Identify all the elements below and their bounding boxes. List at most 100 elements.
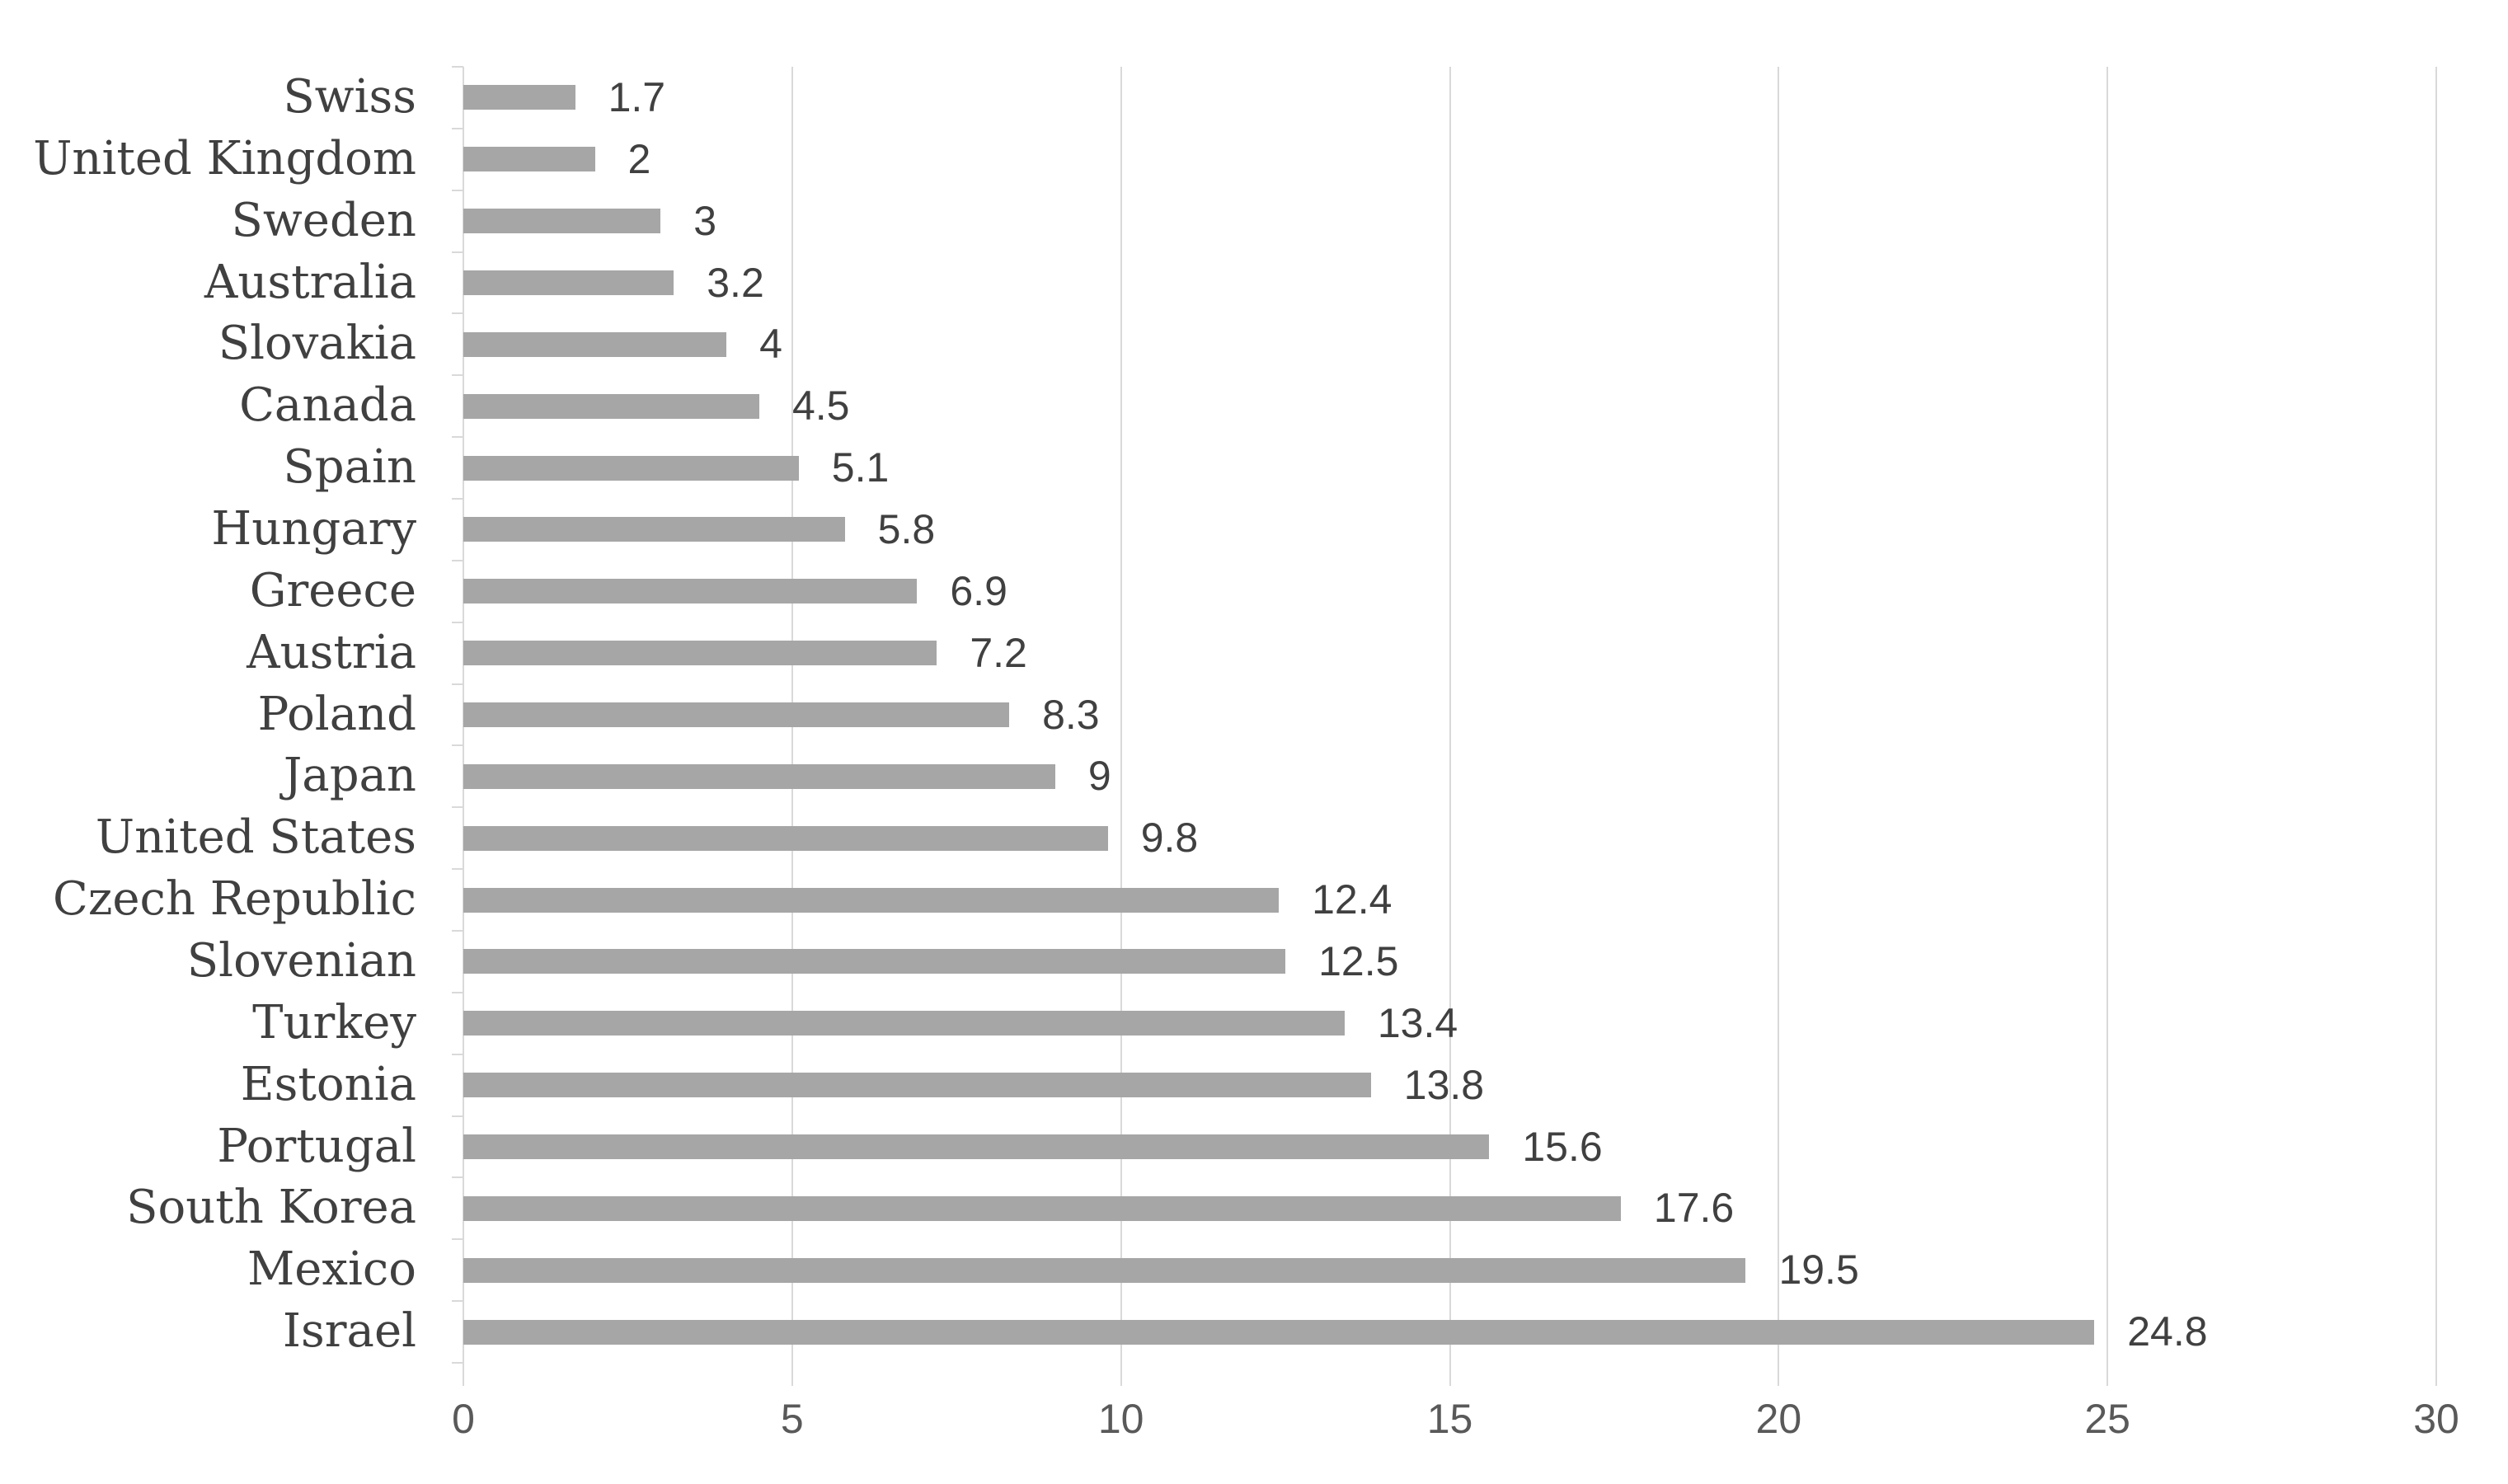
category-axis-tick [452, 374, 463, 377]
category-label: Slovakia [218, 317, 416, 371]
category-axis-tick [452, 498, 463, 500]
x-tick-label: 20 [1755, 1396, 1802, 1442]
bar-value-label: 4 [759, 321, 782, 368]
x-tick-label: 25 [2084, 1396, 2130, 1442]
bar [463, 949, 1286, 974]
x-tick-label: 5 [780, 1396, 804, 1442]
x-axis-tick [1120, 1363, 1122, 1386]
category-label: United States [95, 810, 416, 865]
bar-value-label: 24.8 [2127, 1308, 2208, 1355]
bar-row: 6.9 [463, 561, 2436, 622]
category-label: Austria [247, 625, 416, 679]
bar-row: 4 [463, 313, 2436, 375]
x-axis-tick [2106, 1363, 2109, 1386]
bar-row: 13.8 [463, 1054, 2436, 1116]
bar-row: 19.5 [463, 1239, 2436, 1301]
bar [463, 825, 1108, 851]
bar [463, 1195, 1621, 1221]
category-label: Czech Republic [53, 872, 416, 927]
category-axis-tick [452, 1115, 463, 1117]
category-label: United Kingdom [33, 131, 416, 186]
category-axis-tick [452, 127, 463, 129]
bar [463, 393, 759, 419]
bar [463, 455, 799, 481]
x-axis-tick [1449, 1363, 1451, 1386]
bar [463, 85, 575, 110]
category-axis-tick [452, 1176, 463, 1179]
category-axis-tick [452, 868, 463, 871]
category-label: Canada [239, 378, 416, 433]
bar-value-label: 5.8 [877, 506, 936, 552]
bar-value-label: 5.1 [831, 444, 890, 491]
category-label: Japan [283, 749, 416, 803]
bar-value-label: 2 [627, 135, 651, 182]
bar-value-label: 15.6 [1522, 1123, 1603, 1170]
bar-value-label: 19.5 [1778, 1247, 1859, 1294]
gridline [2106, 67, 2109, 1363]
bar-value-label: 3 [693, 197, 717, 244]
category-label: Poland [257, 687, 416, 741]
bar-value-label: 1.7 [608, 74, 666, 120]
bar-row: 9.8 [463, 807, 2436, 869]
bar [463, 887, 1280, 913]
bar-value-label: 3.2 [707, 259, 764, 306]
category-axis-tick [452, 66, 463, 68]
category-axis-tick [452, 559, 463, 561]
bar-row: 2 [463, 129, 2436, 190]
category-label: Mexico [247, 1242, 416, 1297]
x-axis-tick [791, 1363, 793, 1386]
bar [463, 763, 1055, 789]
gridline [1449, 67, 1451, 1363]
category-label: Greece [249, 563, 416, 618]
bar [463, 1011, 1345, 1036]
bar-value-label: 7.2 [970, 629, 1027, 676]
category-axis-tick [452, 930, 463, 932]
category-label: Swiss [283, 70, 416, 124]
category-label: Portugal [217, 1119, 416, 1173]
bar-row: 5.1 [463, 437, 2436, 499]
category-axis-tick [452, 1362, 463, 1364]
category-axis-tick [452, 806, 463, 809]
category-axis-tick [452, 1238, 463, 1241]
bar-row: 8.3 [463, 684, 2436, 746]
category-axis-tick [452, 683, 463, 685]
bar-value-label: 8.3 [1042, 691, 1100, 738]
bar [463, 579, 918, 604]
bar [463, 517, 845, 542]
category-axis-tick [452, 1053, 463, 1055]
category-label: Israel [282, 1304, 416, 1359]
category-axis-tick [452, 991, 463, 993]
bar [463, 270, 674, 295]
bar-row: 9 [463, 745, 2436, 807]
bar [463, 1319, 2095, 1345]
bar-value-label: 4.5 [791, 383, 850, 430]
bar-row: 24.8 [463, 1301, 2436, 1363]
x-tick-label: 10 [1097, 1396, 1144, 1442]
x-axis-tick [1778, 1363, 1780, 1386]
x-axis-tick [2435, 1363, 2437, 1386]
bar-row: 7.2 [463, 622, 2436, 684]
bar [463, 331, 727, 357]
bar [463, 1073, 1371, 1098]
plot-area: 1.7 2 3 3.2 4 4.5 5.1 5.8 6.9 7.2 8.3 9 9.8 12.4 12.5 1… [452, 66, 2437, 1386]
bar [463, 147, 595, 172]
bar [463, 1134, 1490, 1159]
bar [463, 702, 1010, 727]
x-tick-label: 0 [452, 1396, 475, 1442]
gridline [1120, 67, 1122, 1363]
category-axis-tick [452, 436, 463, 439]
bar [463, 1257, 1746, 1283]
category-axis-tick [452, 744, 463, 747]
bar-row: 3 [463, 190, 2436, 252]
x-tick-label: 15 [1426, 1396, 1473, 1442]
category-axis-tick [452, 621, 463, 623]
bar [463, 209, 661, 234]
bar-row: 5.8 [463, 499, 2436, 561]
bar-value-label: 12.4 [1312, 876, 1393, 923]
gridline [1778, 67, 1780, 1363]
bar-row: 1.7 [463, 67, 2436, 129]
x-axis-tick [463, 1363, 464, 1386]
category-label: Slovenian [186, 934, 416, 988]
category-label: Hungary [211, 502, 416, 556]
